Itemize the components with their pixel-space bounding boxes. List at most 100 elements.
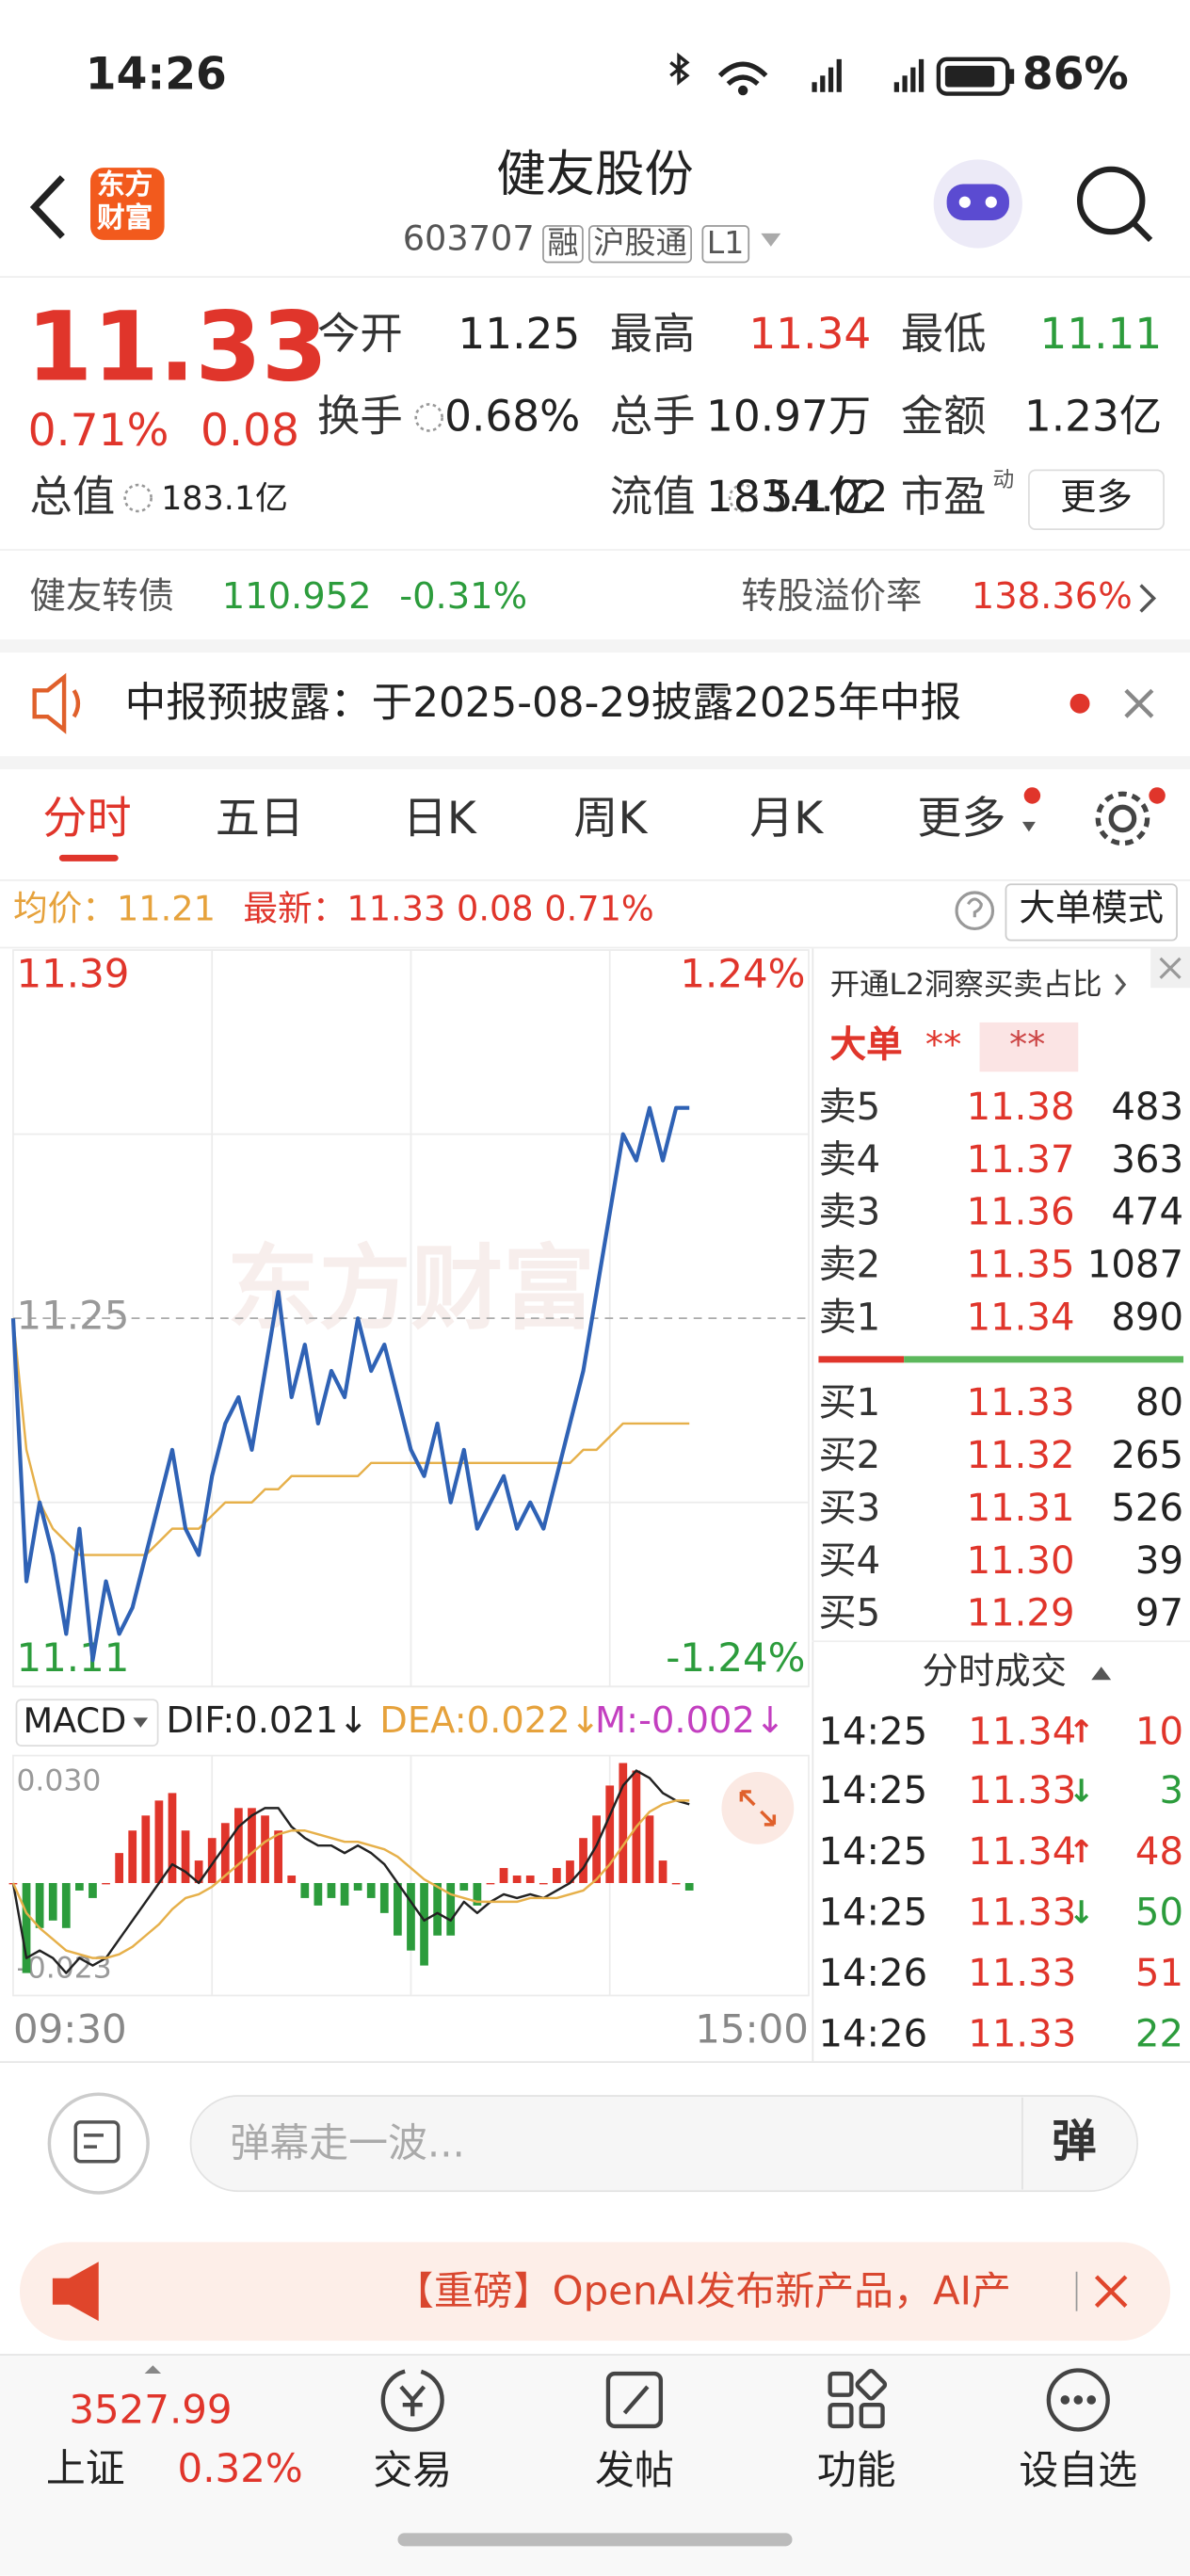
close-notice[interactable]	[1124, 688, 1154, 718]
trade-time: 14:25	[818, 1892, 928, 1935]
l2-promo[interactable]: 开通L2洞察买卖占比	[829, 968, 1102, 1003]
nav-item[interactable]: 功能	[816, 2447, 896, 2494]
comment-placeholder[interactable]: 弹幕走一波...	[230, 2120, 465, 2167]
stock-name: 健友股份	[496, 146, 694, 204]
macd-bar	[61, 1882, 71, 1928]
order-level: 买1	[818, 1381, 881, 1425]
chevron	[1139, 584, 1157, 613]
nav-item[interactable]: 发帖	[595, 2447, 674, 2494]
tab-underline	[58, 854, 119, 861]
search-button[interactable]	[1076, 166, 1153, 243]
watermark: 东方财富	[227, 1236, 595, 1344]
chart-tab[interactable]: 五日	[215, 793, 304, 845]
quote-field-label: 换手	[316, 393, 403, 443]
series-line	[10, 1105, 690, 1663]
order-price: 11.33	[966, 1381, 1075, 1425]
exchange-tag: L1	[701, 224, 749, 263]
y-tick-label: 0.030	[16, 1764, 101, 1798]
macd-bar	[128, 1830, 137, 1883]
icon-part	[717, 61, 768, 87]
nav-item[interactable]: 交易	[373, 2447, 453, 2494]
chart-tab[interactable]: 分时	[42, 793, 132, 845]
home-indicator	[397, 2533, 793, 2547]
y-tick-label: 11.11	[16, 1634, 129, 1681]
band	[0, 756, 1190, 770]
icon-part	[958, 196, 971, 208]
macd-bar	[314, 1882, 323, 1906]
quote-field-label: 市盈	[900, 473, 987, 523]
x-tick-label: 15:00	[695, 2005, 809, 2052]
status-icons	[669, 52, 1015, 96]
macd-bar	[420, 1882, 428, 1966]
chart-tab[interactable]: 更多	[917, 793, 1006, 845]
indicator-selector[interactable]	[15, 1699, 159, 1747]
macd-bar	[35, 1882, 44, 1928]
icon-part	[1132, 221, 1153, 243]
more-button-label[interactable]: 更多	[1060, 478, 1133, 520]
megaphone-icon	[52, 2262, 99, 2322]
chart-tab[interactable]: 周K	[573, 793, 648, 845]
settings-button[interactable]	[1095, 791, 1150, 846]
big-order-value: **	[1008, 1025, 1046, 1068]
quote-field-sup: 动	[992, 467, 1015, 492]
quote-field-value: 11.34	[748, 310, 872, 361]
mode-button-frame[interactable]	[1005, 883, 1178, 942]
chart-tab[interactable]: 月K	[749, 793, 824, 845]
trade-direction: ↑	[1068, 1714, 1095, 1750]
icon-part	[1008, 69, 1015, 85]
icon-part	[828, 67, 834, 92]
macd-bar	[194, 1860, 203, 1883]
dea-legend: DEA:0.022↓	[379, 1700, 601, 1743]
comment-input[interactable]	[189, 2095, 1139, 2193]
macd-bar	[261, 1815, 269, 1883]
order-level: 卖4	[818, 1138, 881, 1182]
macd-bar	[473, 1882, 482, 1906]
trade-volume: 10	[1134, 1710, 1184, 1753]
icon-part	[828, 2403, 854, 2429]
icon-part	[836, 58, 842, 92]
y-tick-label: 11.39	[16, 951, 129, 997]
close-news[interactable]	[1094, 2275, 1128, 2308]
quote-field-value: 183.1亿	[705, 473, 872, 523]
index-name[interactable]: 上证	[45, 2445, 125, 2492]
icon-part	[944, 65, 995, 88]
index-change[interactable]: 0.32%	[177, 2445, 303, 2492]
indicator-name[interactable]: MACD	[23, 1700, 127, 1741]
trade-price: 11.34	[968, 1710, 1077, 1753]
order-price: 11.30	[966, 1538, 1075, 1583]
order-price: 11.38	[966, 1086, 1075, 1129]
close-panel[interactable]	[1150, 948, 1190, 989]
chart-tab[interactable]: 日K	[402, 793, 476, 845]
expand-button[interactable]	[721, 1772, 795, 1844]
trade-price: 11.33	[968, 1892, 1077, 1935]
stock-code: 603707	[402, 218, 535, 259]
macd-bar	[102, 1882, 110, 1885]
back-button[interactable]	[29, 175, 65, 239]
more-button[interactable]	[1028, 469, 1165, 531]
dropdown-caret	[1021, 821, 1036, 832]
macd-bar	[433, 1882, 442, 1936]
battery-level: 86%	[1021, 49, 1129, 101]
order-price: 11.29	[966, 1591, 1075, 1635]
danmaku-button[interactable]: 弹	[1052, 2117, 1097, 2168]
index-caret	[144, 2365, 162, 2375]
icon-part	[47, 2092, 150, 2195]
notice-text[interactable]: 中报预披露：于2025-08-29披露2025年中报	[124, 679, 962, 727]
order-price: 11.31	[966, 1487, 1075, 1530]
ratio-bar-sell	[818, 1356, 905, 1363]
x-tick-label: 09:30	[13, 2005, 127, 2052]
comment-settings[interactable]	[47, 2092, 150, 2195]
macd-legend: M:-0.002↓	[595, 1700, 786, 1743]
order-volume: 890	[1111, 1296, 1184, 1340]
nav-item[interactable]: 设自选	[1019, 2447, 1138, 2494]
news-text[interactable]: 【重磅】OpenAI发布新产品，AI产	[394, 2271, 1011, 2311]
trade-time: 14:25	[818, 1770, 928, 1814]
nav-icons	[380, 2368, 1110, 2432]
trades-title[interactable]: 分时成交	[922, 1651, 1068, 1694]
help-icon[interactable]	[955, 891, 995, 930]
assistant-avatar[interactable]	[933, 159, 1022, 249]
news-banner[interactable]	[19, 2242, 1171, 2342]
mode-button[interactable]: 大单模式	[1019, 889, 1165, 931]
icon-part	[1108, 804, 1137, 833]
index-value[interactable]: 3527.99	[69, 2386, 233, 2433]
